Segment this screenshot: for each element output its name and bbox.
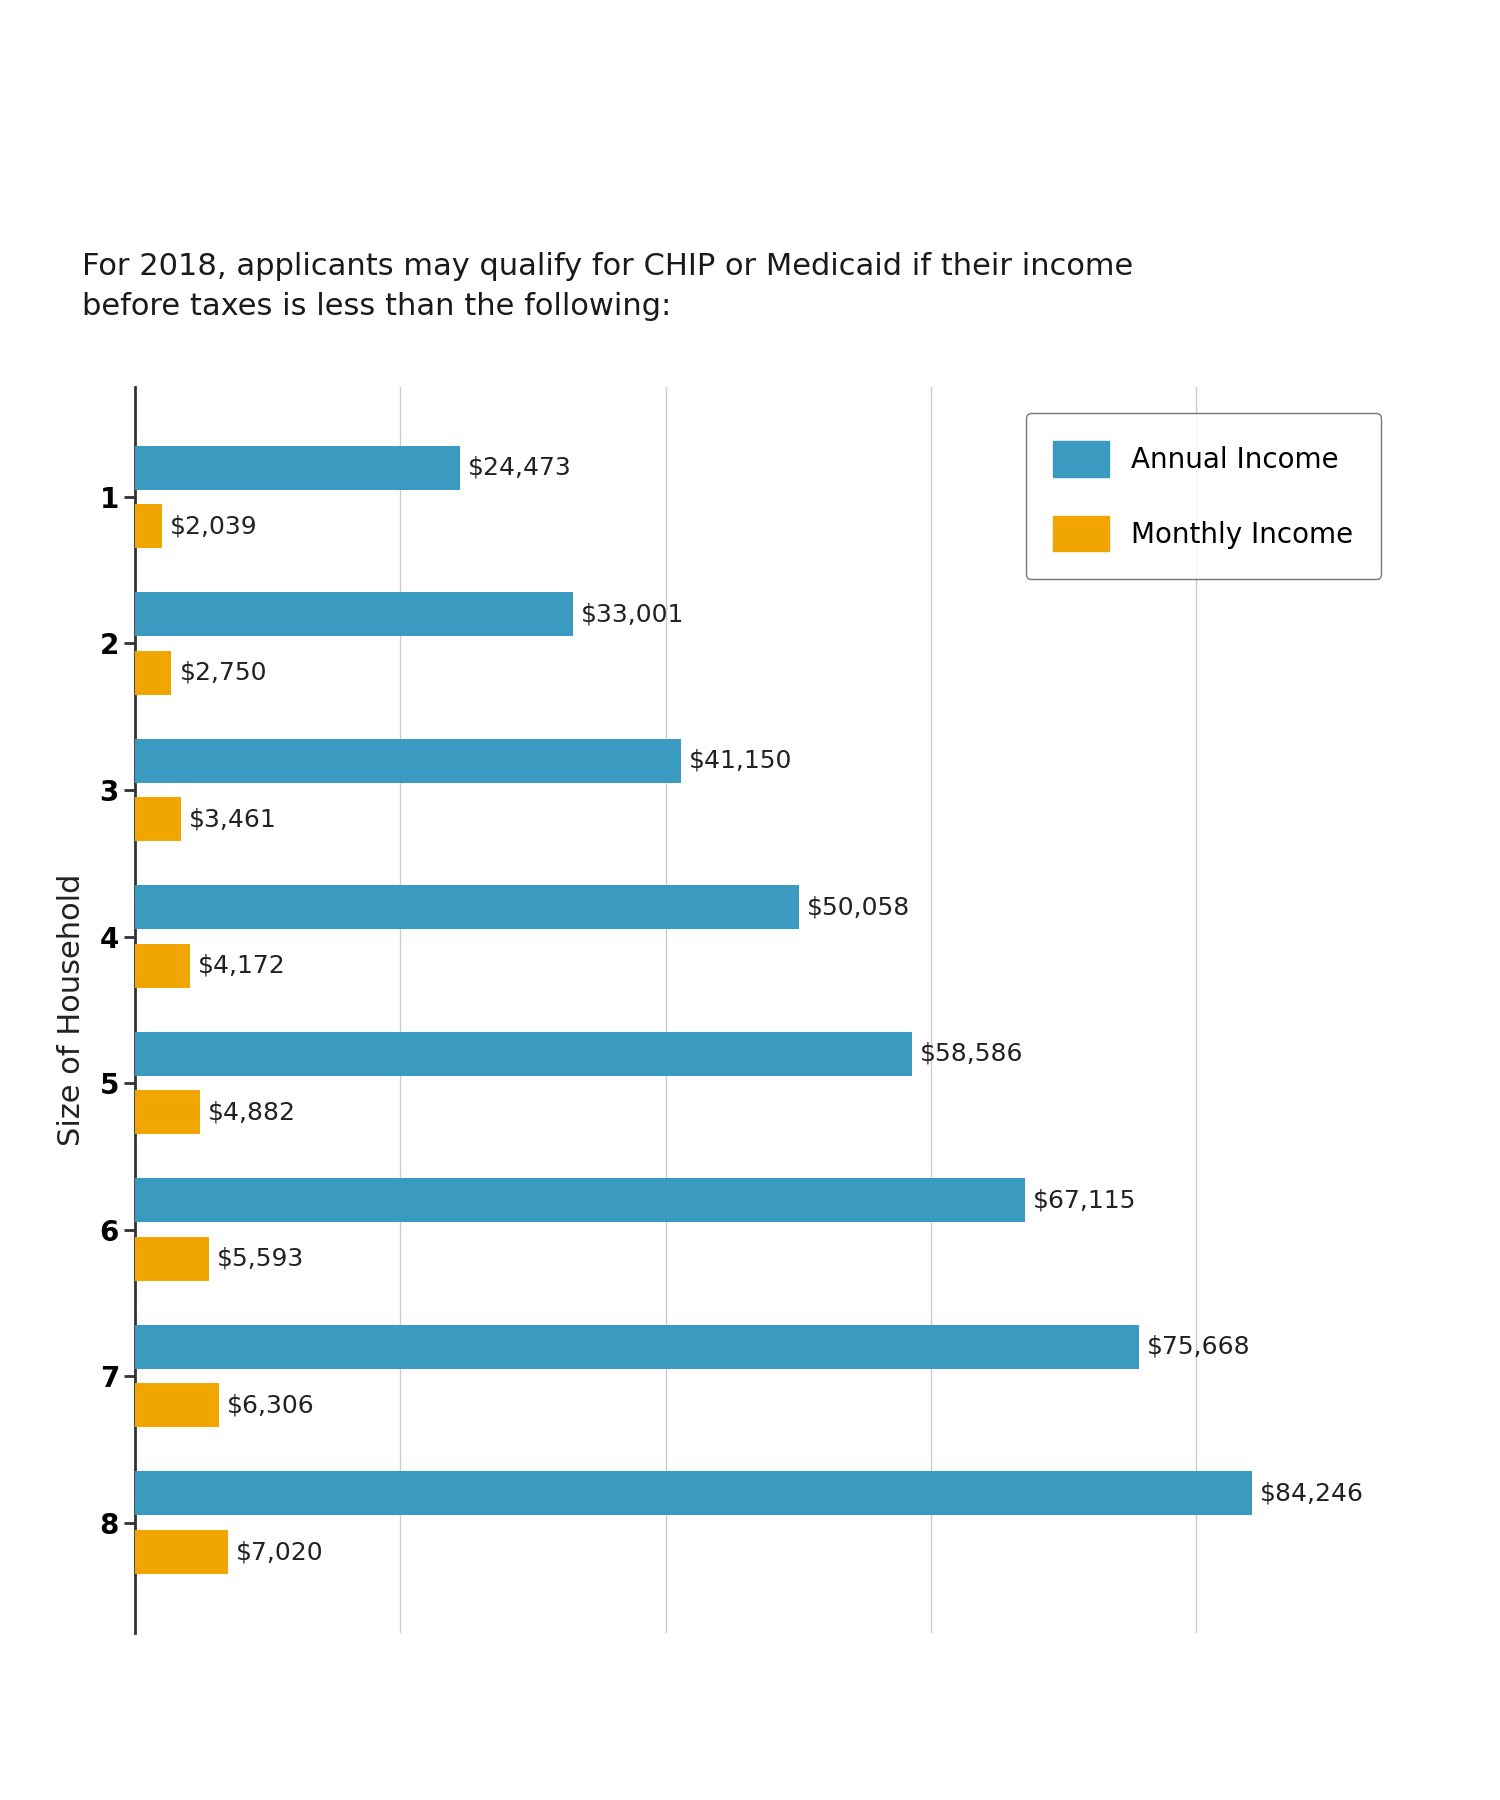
Y-axis label: Size of Household: Size of Household: [57, 873, 86, 1147]
Bar: [135, 943, 190, 988]
Text: Texas Medicaid Income Guidelines: Texas Medicaid Income Guidelines: [53, 67, 1446, 135]
Bar: [135, 738, 681, 783]
Text: $67,115: $67,115: [1034, 1188, 1137, 1213]
Text: $41,150: $41,150: [688, 749, 792, 772]
Bar: [135, 1091, 200, 1134]
Text: MedicarePlanFinder.com: MedicarePlanFinder.com: [405, 1676, 1095, 1724]
Text: $2,039: $2,039: [170, 515, 258, 538]
Bar: [135, 886, 800, 929]
Text: $75,668: $75,668: [1146, 1336, 1250, 1359]
Bar: [135, 1179, 1024, 1222]
Bar: [135, 1325, 1138, 1368]
Text: $5,593: $5,593: [217, 1247, 304, 1271]
Bar: [135, 1031, 912, 1076]
Text: $6,306: $6,306: [226, 1393, 315, 1417]
Text: $7,020: $7,020: [236, 1541, 324, 1564]
Bar: [135, 1237, 209, 1282]
Text: $4,882: $4,882: [207, 1100, 296, 1125]
Bar: [135, 1530, 228, 1573]
Text: $2,750: $2,750: [180, 661, 267, 684]
Bar: [135, 652, 171, 695]
Text: For 2018, applicants may qualify for CHIP or Medicaid if their income
before tax: For 2018, applicants may qualify for CHI…: [82, 252, 1134, 320]
Bar: [135, 504, 162, 549]
Bar: [135, 797, 182, 841]
Legend: Annual Income, Monthly Income: Annual Income, Monthly Income: [1026, 414, 1382, 580]
Bar: [135, 1471, 1252, 1516]
Text: $58,586: $58,586: [920, 1042, 1023, 1066]
Text: $50,058: $50,058: [807, 895, 910, 920]
Text: $4,172: $4,172: [198, 954, 286, 977]
Text: Powered by MEDICARE Health Benefits: Powered by MEDICARE Health Benefits: [507, 1753, 993, 1777]
Bar: [135, 592, 573, 635]
Bar: [135, 1384, 219, 1427]
Text: $33,001: $33,001: [580, 603, 684, 626]
Bar: [135, 446, 459, 490]
Text: $84,246: $84,246: [1260, 1481, 1365, 1505]
Text: $24,473: $24,473: [468, 455, 572, 479]
Text: $3,461: $3,461: [189, 806, 276, 832]
